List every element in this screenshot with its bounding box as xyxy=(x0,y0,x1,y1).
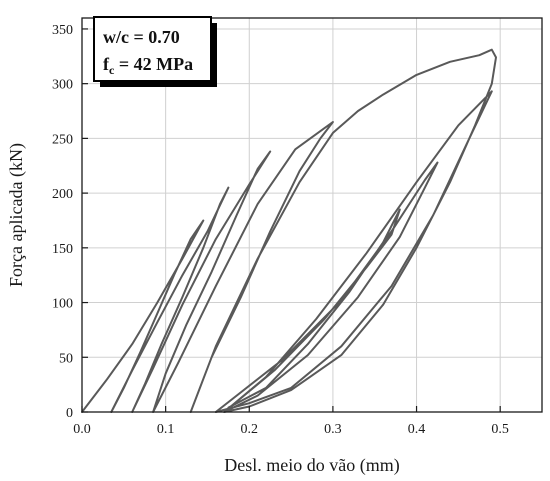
annotation-panel xyxy=(93,16,212,82)
annotation-line-2-rest: = 42 MPa xyxy=(114,54,193,74)
y-tick-label: 50 xyxy=(59,351,73,366)
x-axis-title: Desl. meio do vão (mm) xyxy=(224,455,399,476)
ticks: 0.0 0.1 0.2 0.3 0.4 0.5 0 50 100 150 200 250 300 350 xyxy=(52,23,509,437)
annotation-line-2-sub: c xyxy=(109,63,115,77)
y-tick-label: 350 xyxy=(52,23,73,38)
y-tick-label: 0 xyxy=(66,406,73,421)
plot-frame xyxy=(81,17,543,413)
x-tick-label: 0.5 xyxy=(491,422,509,437)
series-line xyxy=(81,48,497,413)
annotation-box: w/c = 0.70 fc = 42 MPa xyxy=(93,16,217,87)
x-tick-label: 0.3 xyxy=(324,422,342,437)
annotation-line-2: fc = 42 MPa xyxy=(103,54,193,77)
y-tick-label: 300 xyxy=(52,78,73,93)
y-tick-label: 250 xyxy=(52,132,73,147)
annotation-line-2-main: f xyxy=(103,54,110,74)
y-tick-label: 150 xyxy=(52,242,73,257)
y-axis-title: Força aplicada (kN) xyxy=(6,143,27,287)
x-tick-label: 0.1 xyxy=(157,422,175,437)
x-tick-label: 0.2 xyxy=(241,422,259,437)
y-tick-label: 200 xyxy=(52,187,73,202)
annotation-line-1: w/c = 0.70 xyxy=(103,27,180,47)
x-tick-label: 0.4 xyxy=(408,422,426,437)
y-tick-label: 100 xyxy=(52,297,73,312)
x-tick-label: 0.0 xyxy=(73,422,91,437)
